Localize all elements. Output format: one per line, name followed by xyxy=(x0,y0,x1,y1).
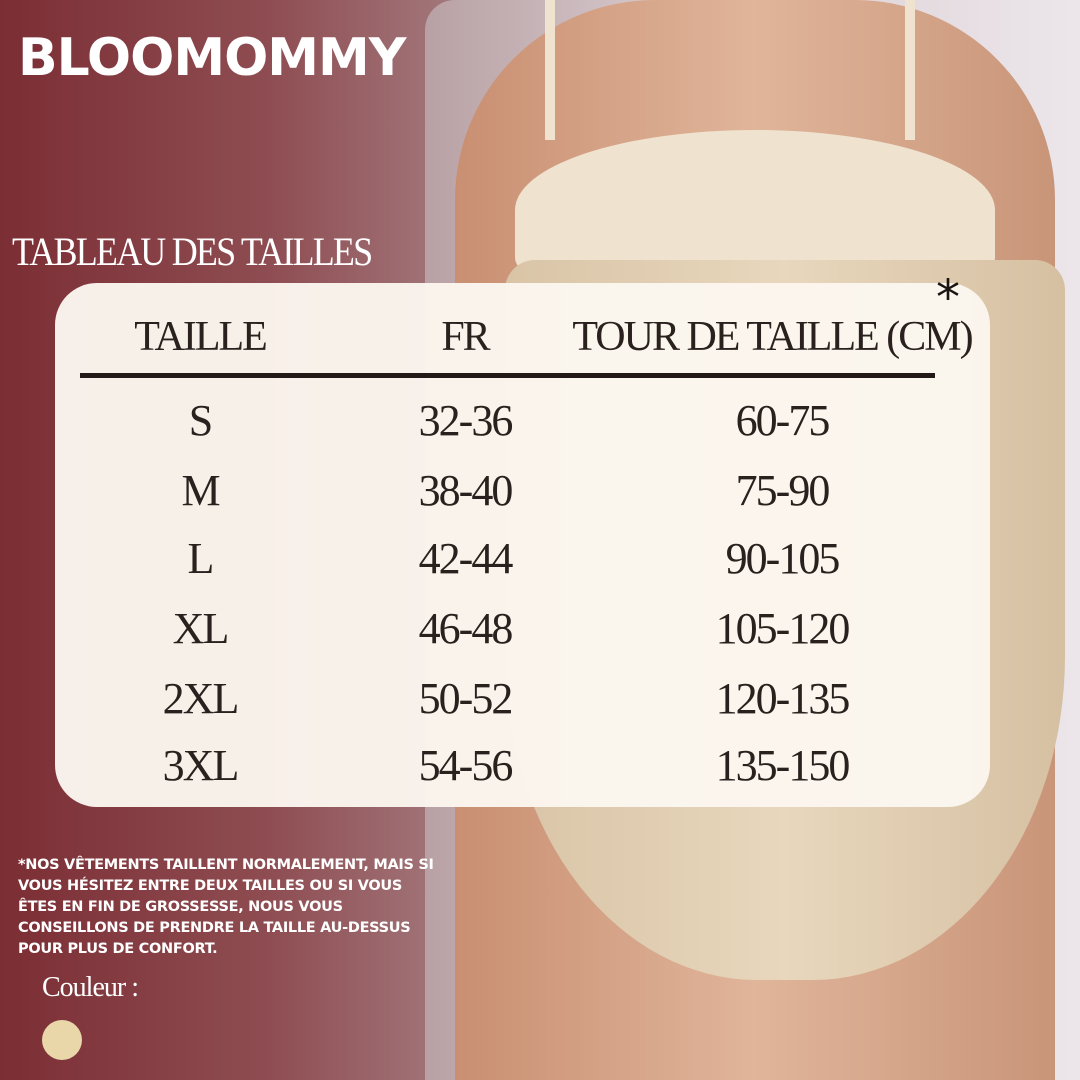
waist-cell: 75-90 xyxy=(735,466,831,515)
waist-cell: 105-120 xyxy=(715,604,851,653)
fr-cell: 42-44 xyxy=(418,534,514,583)
header-size: TAILLE xyxy=(134,314,268,360)
brand-logo: BLOOMOMMY xyxy=(18,28,406,88)
size-cell: L xyxy=(187,534,215,583)
asterisk: * xyxy=(936,270,960,326)
fr-cell: 38-40 xyxy=(418,466,514,515)
size-cell: 2XL xyxy=(162,674,240,723)
color-swatch-beige[interactable] xyxy=(42,1020,82,1060)
size-cell: 3XL xyxy=(162,741,240,790)
size-cell: M xyxy=(181,466,220,515)
fr-cell: 50-52 xyxy=(418,674,514,723)
sizing-note: *NOS VÊTEMENTS TAILLENT NORMALEMENT, MAI… xyxy=(18,857,434,957)
header-divider xyxy=(80,373,935,378)
size-chart-title: TABLEAU DES TAILLES xyxy=(12,229,373,274)
waist-cell: 60-75 xyxy=(735,396,831,445)
header-waist: TOUR DE TAILLE (CM) xyxy=(572,314,973,360)
waist-cell: 135-150 xyxy=(715,741,851,790)
waist-cell: 90-105 xyxy=(725,534,841,583)
size-table-card xyxy=(55,283,990,807)
fr-cell: 54-56 xyxy=(418,741,514,790)
fr-cell: 32-36 xyxy=(418,396,514,445)
color-label: Couleur : xyxy=(42,972,139,1003)
size-cell: XL xyxy=(172,604,230,653)
header-fr: FR xyxy=(441,314,490,360)
waist-cell: 120-135 xyxy=(715,674,851,723)
size-cell: S xyxy=(188,396,214,445)
fr-cell: 46-48 xyxy=(418,604,514,653)
